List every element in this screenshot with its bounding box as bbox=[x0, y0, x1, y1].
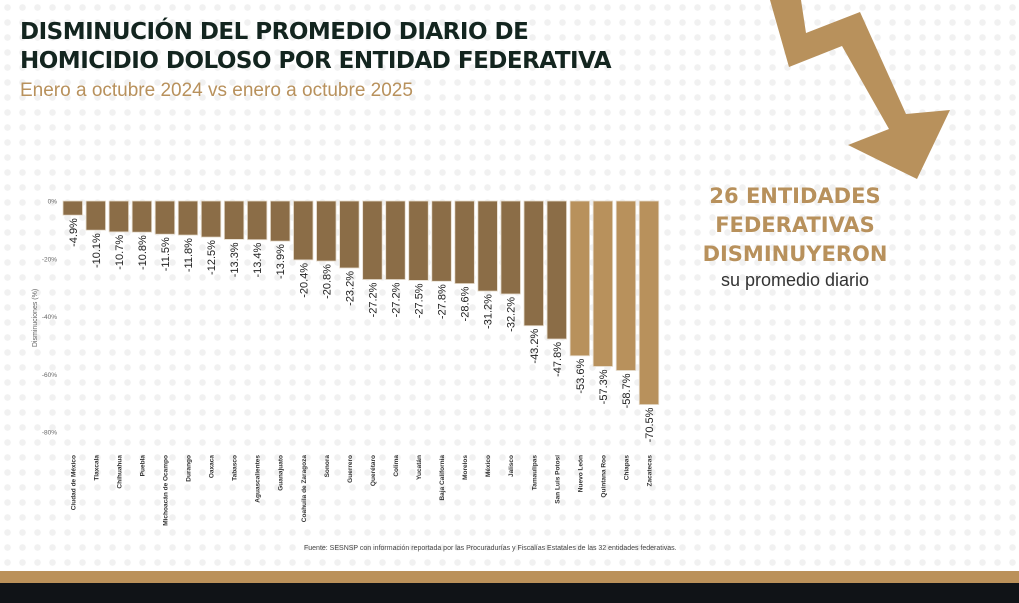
data-label: -12.5% bbox=[206, 240, 218, 275]
x-tick-label: Quintana Roo bbox=[600, 455, 607, 498]
gold-band bbox=[0, 571, 1019, 583]
bar bbox=[362, 200, 383, 280]
callout-line-2: FEDERATIVAS bbox=[715, 213, 875, 237]
data-label: -10.7% bbox=[114, 235, 126, 270]
bar bbox=[431, 200, 452, 282]
callout: 26 ENTIDADES FEDERATIVAS DISMINUYERON su… bbox=[690, 182, 900, 291]
data-label: -53.6% bbox=[575, 359, 587, 394]
bar bbox=[200, 200, 222, 238]
data-label: -32.2% bbox=[506, 297, 518, 332]
x-tick-label: Michoacán de Ocampo bbox=[162, 455, 169, 526]
x-tick-label: Zacatecas bbox=[647, 455, 654, 487]
bar bbox=[592, 200, 614, 367]
y-tick-label: -40% bbox=[42, 314, 57, 321]
x-tick-label: Tlaxcala bbox=[93, 455, 100, 481]
x-tick-label: Yucatán bbox=[416, 455, 423, 480]
down-arrow-icon bbox=[770, 0, 950, 179]
x-tick-label: Guanajuato bbox=[278, 455, 285, 491]
x-tick-label: Querétaro bbox=[370, 455, 377, 486]
data-label: -11.8% bbox=[183, 238, 195, 272]
data-label: -31.2% bbox=[483, 294, 495, 329]
x-tick-label: Jalisco bbox=[508, 455, 515, 477]
data-label: -28.6% bbox=[460, 286, 472, 321]
bar bbox=[454, 200, 475, 284]
x-tick-label: Oaxaca bbox=[209, 455, 216, 479]
bar bbox=[270, 200, 291, 242]
x-tick-label: Nuevo León bbox=[577, 455, 584, 492]
y-axis-label: Disminuciones (%) bbox=[32, 289, 39, 347]
data-label: -11.5% bbox=[160, 237, 172, 271]
data-label: -27.2% bbox=[390, 282, 402, 317]
x-tick-label: Aguascalientes bbox=[255, 455, 262, 503]
data-label: -13.3% bbox=[229, 242, 241, 277]
data-label: -43.2% bbox=[529, 329, 541, 364]
x-tick-label: Durango bbox=[186, 455, 193, 482]
x-tick-label: Tamaulipas bbox=[531, 455, 538, 491]
data-label: -20.8% bbox=[321, 264, 333, 299]
callout-line-4: su promedio diario bbox=[720, 270, 870, 290]
bar bbox=[316, 200, 337, 262]
bar bbox=[339, 200, 360, 269]
x-tick-label: Puebla bbox=[139, 455, 146, 477]
bar bbox=[408, 200, 429, 281]
x-tick-label: Ciudad de México bbox=[70, 455, 77, 510]
bar bbox=[62, 200, 83, 216]
bar bbox=[569, 200, 590, 357]
y-tick-label: -20% bbox=[42, 256, 57, 263]
x-tick-label: Guerrero bbox=[347, 455, 354, 483]
data-label: -47.8% bbox=[552, 342, 564, 377]
data-label: -10.8% bbox=[137, 235, 149, 270]
y-tick-label: -80% bbox=[42, 430, 57, 437]
x-tick-label: Chiapas bbox=[623, 455, 630, 481]
bar bbox=[523, 200, 544, 327]
footer-bar bbox=[0, 583, 1019, 603]
data-label: -4.9% bbox=[68, 218, 80, 247]
y-tick-label: -60% bbox=[42, 372, 57, 379]
x-tick-label: Tabasco bbox=[232, 455, 239, 481]
bar bbox=[638, 200, 660, 405]
x-tick-label: Coahuila de Zaragoza bbox=[301, 455, 308, 523]
chart-area: Disminuciones (%) 0% -20% -40% -60% -80% -4.… bbox=[32, 0, 950, 526]
bar bbox=[223, 200, 245, 240]
data-label: -27.2% bbox=[367, 282, 379, 317]
callout-line-1: 26 ENTIDADES bbox=[709, 184, 881, 208]
data-label: -20.4% bbox=[298, 263, 310, 298]
source-note: Fuente: SESNSP con información reportada… bbox=[304, 545, 677, 552]
callout-line-3: DISMINUYERON bbox=[702, 242, 888, 266]
x-tick-label: México bbox=[485, 455, 492, 477]
data-label: -10.1% bbox=[91, 233, 103, 268]
x-tick-label: Sonora bbox=[324, 455, 331, 478]
data-label: -58.7% bbox=[621, 373, 633, 408]
data-label: -13.9% bbox=[275, 244, 287, 279]
data-label: -13.4% bbox=[252, 242, 264, 277]
bar bbox=[615, 200, 637, 371]
title-line-2: HOMICIDIO DOLOSO POR ENTIDAD FEDERATIVA bbox=[20, 48, 612, 74]
bar bbox=[154, 200, 176, 235]
bar bbox=[177, 200, 199, 236]
data-label: -27.8% bbox=[437, 284, 449, 319]
y-tick-label: 0% bbox=[48, 199, 58, 206]
x-tick-label: Baja California bbox=[439, 455, 446, 501]
title-line-1: DISMINUCIÓN DEL PROMEDIO DIARIO DE bbox=[20, 19, 529, 45]
x-tick-label: Morelos bbox=[462, 455, 469, 480]
data-label: -27.5% bbox=[414, 283, 426, 318]
x-tick-label: Colima bbox=[393, 455, 400, 477]
data-label: -23.2% bbox=[344, 271, 356, 306]
data-label: -57.3% bbox=[598, 369, 610, 404]
data-label: -70.5% bbox=[644, 407, 656, 442]
x-tick-label: San Luis Potosí bbox=[554, 455, 561, 504]
bar bbox=[293, 200, 314, 261]
bar bbox=[546, 200, 567, 340]
bar bbox=[108, 200, 129, 233]
bar bbox=[246, 200, 268, 241]
x-tick-label: Chihuahua bbox=[116, 455, 123, 489]
bar bbox=[500, 200, 521, 295]
bar bbox=[85, 200, 106, 231]
bar bbox=[131, 200, 153, 233]
page-title: DISMINUCIÓN DEL PROMEDIO DIARIO DE HOMIC… bbox=[20, 18, 612, 76]
subtitle: Enero a octubre 2024 vs enero a octubre … bbox=[20, 80, 413, 101]
bar bbox=[385, 200, 406, 280]
bar bbox=[477, 200, 498, 292]
